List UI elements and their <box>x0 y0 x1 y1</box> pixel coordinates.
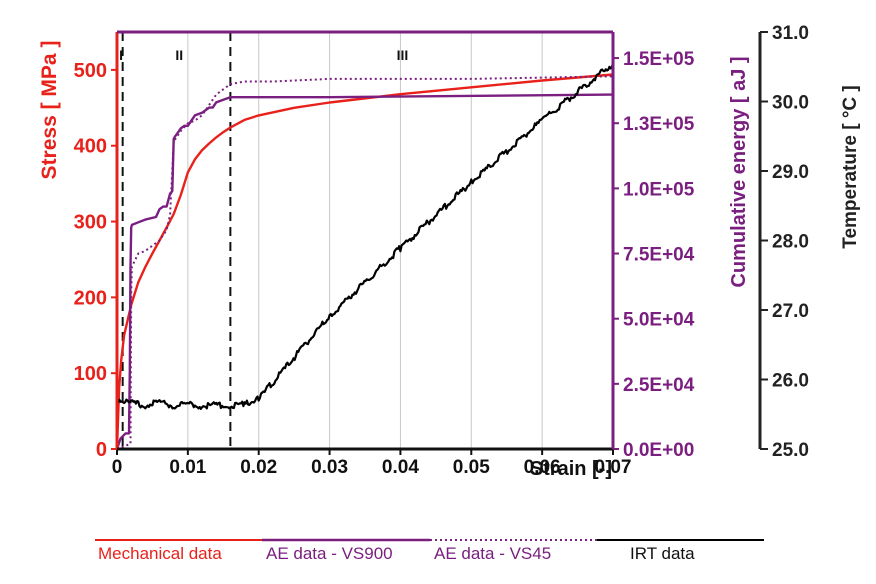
series-line-0 <box>115 73 614 450</box>
region-layer: I II III <box>119 32 408 449</box>
left-axis-title: Stress [ MPa ] <box>38 41 61 180</box>
right-tick-label: 2.5E+04 <box>623 375 695 396</box>
region-label: II <box>175 47 183 63</box>
far-right-tick-label: 25.0 <box>772 440 809 461</box>
right-tick-label: 7.5E+04 <box>623 245 695 266</box>
left-tick-label: 300 <box>74 212 107 234</box>
left-tick-label: 500 <box>74 60 107 82</box>
left-tick-label: 100 <box>74 363 107 385</box>
right-tick-label: 1.5E+05 <box>623 49 695 70</box>
x-tick-label: 0.07 <box>595 457 632 478</box>
left-tick-label: 200 <box>74 287 107 309</box>
plot-area <box>117 32 613 449</box>
region-label: III <box>397 47 409 63</box>
series-line-1 <box>115 93 614 450</box>
x-tick-label: 0 <box>112 457 123 478</box>
far-right-tick-label: 28.0 <box>772 232 809 253</box>
series-line-3 <box>115 62 615 410</box>
legend-label-vs45: AE data - VS45 <box>434 544 551 563</box>
x-tick-label: 0.02 <box>240 457 277 478</box>
far-right-tick-label: 29.0 <box>772 162 809 183</box>
legend-label-irt: IRT data <box>630 544 695 563</box>
series-layer <box>115 62 615 450</box>
far-right-tick-label: 27.0 <box>772 301 809 322</box>
x-tick-label: 0.03 <box>311 457 348 478</box>
far-right-axis-title: Temperature [ °C ] <box>840 85 861 249</box>
x-tick-label: 0.04 <box>382 457 419 478</box>
x-tick-label: 0.01 <box>169 457 206 478</box>
legend: Mechanical data AE data - VS900 AE data … <box>95 538 764 563</box>
right-tick-label: 1.0E+05 <box>623 179 695 200</box>
right-tick-label: 1.3E+05 <box>623 114 695 135</box>
x-axis-title: Strain [-] <box>530 458 612 480</box>
right-tick-label: 0.0E+00 <box>623 440 694 461</box>
far-right-tick-label: 26.0 <box>772 371 809 392</box>
left-tick-label: 400 <box>74 136 107 158</box>
legend-label-vs900: AE data - VS900 <box>266 544 393 563</box>
far-right-tick-label: 31.0 <box>772 23 809 44</box>
right-tick-label: 5.0E+04 <box>623 310 695 331</box>
far-right-tick-label: 30.0 <box>772 93 809 114</box>
left-tick-label: 0 <box>96 439 107 461</box>
region-label: I <box>119 47 123 63</box>
legend-label-mechanical: Mechanical data <box>98 544 222 563</box>
x-tick-label: 0.05 <box>453 457 490 478</box>
right-axis-title: Cumulative energy [ aJ ] <box>728 56 750 287</box>
x-tick-label: 0.06 <box>524 457 561 478</box>
axes-layer: 0 0.01 0.02 0.03 0.04 0.05 0.06 0.07 0 100 200 300 4… <box>74 23 809 478</box>
